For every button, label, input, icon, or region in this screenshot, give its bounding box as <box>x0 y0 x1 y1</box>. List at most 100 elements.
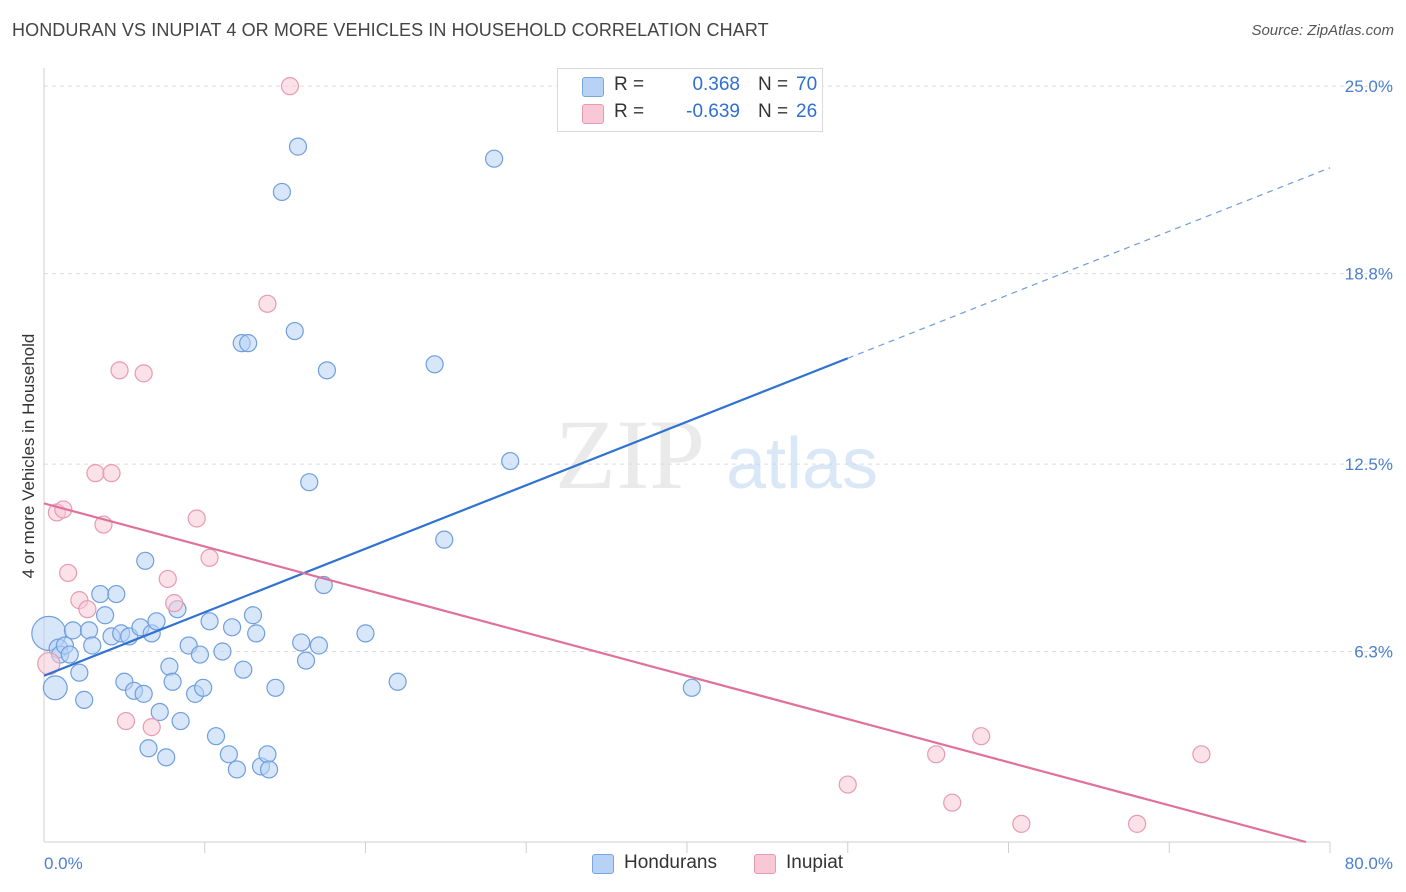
hondurans-trend-line <box>43 357 849 677</box>
inupiat-point <box>102 464 121 483</box>
inupiat-point <box>943 793 962 812</box>
hondurans-point <box>227 760 246 779</box>
hondurans-point <box>258 745 277 764</box>
hondurans-point <box>425 355 444 374</box>
inupiat-point <box>1192 745 1211 764</box>
r-label: R = <box>614 101 645 122</box>
hondurans-point <box>136 551 155 570</box>
hondurans-point <box>314 575 333 595</box>
inupiat-point <box>280 77 300 96</box>
hondurans-point <box>60 645 79 664</box>
hondurans-point <box>147 612 166 631</box>
gridlines <box>44 85 1393 653</box>
inupiat-point <box>78 600 97 619</box>
inupiat-point <box>134 364 153 383</box>
hondurans-point <box>243 606 263 625</box>
hondurans-point <box>317 361 337 380</box>
inupiat-trend-line <box>43 502 1307 844</box>
inupiat-points <box>37 77 1211 833</box>
inupiat-point <box>258 294 277 313</box>
inupiat-point <box>86 464 105 483</box>
inupiat-point <box>972 727 991 746</box>
y-tick-label: 18.8% <box>1345 265 1393 284</box>
hondurans-point <box>70 663 89 682</box>
n-value: 26 <box>796 101 818 122</box>
hondurans-point <box>682 678 701 697</box>
hondurans-point <box>157 748 176 767</box>
hondurans-point <box>356 624 375 643</box>
hondurans-point <box>91 584 110 604</box>
inupiat-swatch <box>582 104 604 124</box>
chart-title: HONDURAN VS INUPIAT 4 OR MORE VEHICLES I… <box>12 20 769 40</box>
hondurans-point <box>79 621 99 640</box>
hondurans-point <box>171 711 190 731</box>
n-label: N = <box>758 101 789 122</box>
watermark-atlas: atlas <box>726 424 878 504</box>
hondurans-point <box>83 636 102 655</box>
watermark: ZIP atlas <box>555 399 878 510</box>
hondurans-point <box>292 633 311 652</box>
hondurans-point <box>219 745 238 764</box>
correlation-legend: R = 0.368 N = 70 R = -0.639 N = 26 <box>557 68 823 132</box>
hondurans-point <box>139 739 158 758</box>
inupiat-point <box>1127 814 1147 833</box>
hondurans-point <box>213 642 232 661</box>
inupiat-point <box>200 548 219 567</box>
y-axis-label: 4 or more Vehicles in Household <box>19 334 38 579</box>
hondurans-point <box>134 684 153 703</box>
y-tick-labels: 6.3% 12.5% 18.8% 25.0% <box>1345 77 1393 661</box>
hondurans-point <box>75 690 94 709</box>
inupiat-point <box>116 711 136 731</box>
hondurans-swatch <box>582 77 604 97</box>
hondurans-point <box>285 321 304 341</box>
hondurans-point <box>266 678 285 697</box>
y-tick-label: 12.5% <box>1345 455 1393 474</box>
inupiat-point <box>142 718 161 737</box>
y-tick-label: 6.3% <box>1354 643 1393 662</box>
source-label: Source: ZipAtlas.com <box>1251 22 1394 39</box>
watermark-zip: ZIP <box>555 399 705 510</box>
hondurans-point <box>206 727 226 746</box>
hondurans-point <box>259 760 279 779</box>
hondurans-point <box>309 636 328 655</box>
r-value: 0.368 <box>692 74 740 95</box>
hondurans-point <box>42 675 68 701</box>
inupiat-point <box>110 361 129 380</box>
hondurans-point <box>300 473 319 492</box>
trend-lines <box>43 167 1331 844</box>
hondurans-point <box>63 621 83 640</box>
y-tick-label: 25.0% <box>1345 77 1393 96</box>
hondurans-trend-extension <box>847 167 1331 359</box>
hondurans-point <box>222 618 242 637</box>
hondurans-point <box>388 672 407 691</box>
n-value: 70 <box>796 74 818 95</box>
inupiat-point <box>59 563 78 583</box>
hondurans-point <box>239 334 258 353</box>
hondurans-point <box>95 606 115 625</box>
x-tick-label-max: 80.0% <box>1345 854 1393 873</box>
hondurans-point <box>247 624 266 643</box>
hondurans-point <box>163 672 182 691</box>
inupiat-swatch <box>754 854 776 874</box>
inupiat-point <box>838 775 857 794</box>
hondurans-point <box>150 702 169 722</box>
hondurans-point <box>296 651 316 670</box>
hondurans-point <box>288 137 308 156</box>
hondurans-point <box>435 530 454 549</box>
inupiat-point <box>165 594 184 613</box>
legend-label-inupiat: Inupiat <box>786 852 844 873</box>
inupiat-point <box>1012 814 1031 833</box>
hondurans-point <box>107 584 126 604</box>
x-ticks <box>204 842 1331 853</box>
hondurans-point <box>272 182 292 202</box>
n-label: N = <box>758 74 789 95</box>
hondurans-point <box>190 645 210 664</box>
legend-label-hondurans: Hondurans <box>624 852 717 873</box>
hondurans-point <box>194 678 213 697</box>
hondurans-swatch <box>592 854 614 874</box>
hondurans-point <box>501 451 520 471</box>
hondurans-point <box>160 657 179 676</box>
hondurans-point <box>485 149 504 168</box>
x-tick-label-min: 0.0% <box>44 854 83 873</box>
